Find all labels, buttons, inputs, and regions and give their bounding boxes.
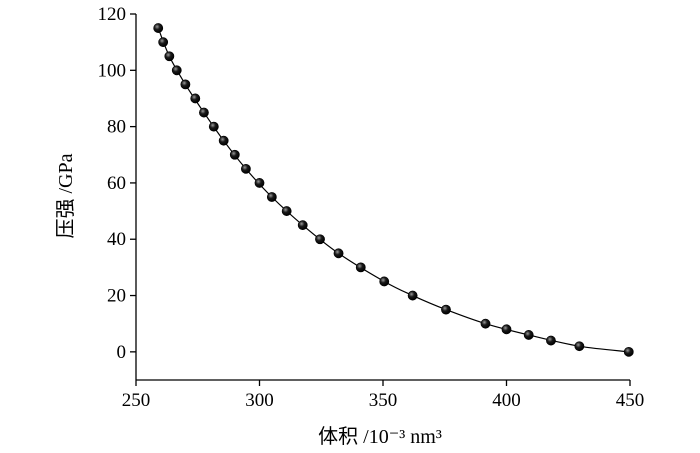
data-point bbox=[254, 178, 265, 188]
x-tick-label: 300 bbox=[245, 390, 274, 411]
data-point bbox=[281, 206, 292, 216]
data-point bbox=[501, 324, 512, 335]
y-tick-label: 20 bbox=[107, 286, 126, 307]
plot-area bbox=[153, 23, 634, 357]
data-point bbox=[190, 93, 201, 104]
y-tick-label: 80 bbox=[107, 117, 126, 138]
data-point bbox=[208, 121, 219, 132]
y-tick-label: 40 bbox=[107, 229, 126, 250]
data-point bbox=[480, 318, 491, 329]
y-axis-title: 压强 /GPa bbox=[55, 153, 77, 238]
data-point bbox=[379, 276, 390, 287]
y-tick-label: 100 bbox=[98, 60, 127, 81]
data-point bbox=[441, 304, 451, 315]
data-point bbox=[171, 65, 182, 76]
x-tick-label: 450 bbox=[616, 390, 645, 411]
data-point bbox=[297, 220, 308, 231]
data-point bbox=[546, 335, 556, 346]
data-point bbox=[153, 23, 164, 33]
data-point bbox=[158, 37, 169, 48]
data-point bbox=[266, 192, 277, 202]
y-tick-label: 60 bbox=[107, 173, 126, 194]
x-axis-title: 体积 /10⁻³ nm³ bbox=[318, 425, 442, 448]
data-point bbox=[241, 163, 251, 174]
y-axis-ticks: 0 20 40 60 80 100 120 bbox=[98, 4, 136, 363]
x-tick-label: 400 bbox=[492, 390, 521, 411]
fit-curve bbox=[157, 27, 629, 353]
x-axis-ticks: 250 300 350 400 450 bbox=[122, 380, 645, 411]
data-point bbox=[407, 290, 418, 301]
axes bbox=[135, 14, 630, 381]
data-point bbox=[574, 341, 585, 352]
data-point bbox=[333, 248, 344, 259]
data-point bbox=[180, 79, 191, 90]
data-point bbox=[315, 234, 325, 245]
data-point bbox=[355, 262, 366, 273]
data-point bbox=[164, 51, 175, 62]
data-point bbox=[523, 330, 534, 340]
y-tick-label: 120 bbox=[98, 4, 127, 25]
data-point bbox=[229, 149, 240, 160]
x-tick-label: 250 bbox=[122, 390, 151, 411]
y-tick-label: 0 bbox=[117, 342, 127, 363]
x-tick-label: 350 bbox=[369, 390, 398, 411]
data-point bbox=[199, 107, 209, 118]
data-point bbox=[623, 346, 634, 357]
data-point bbox=[218, 135, 229, 146]
